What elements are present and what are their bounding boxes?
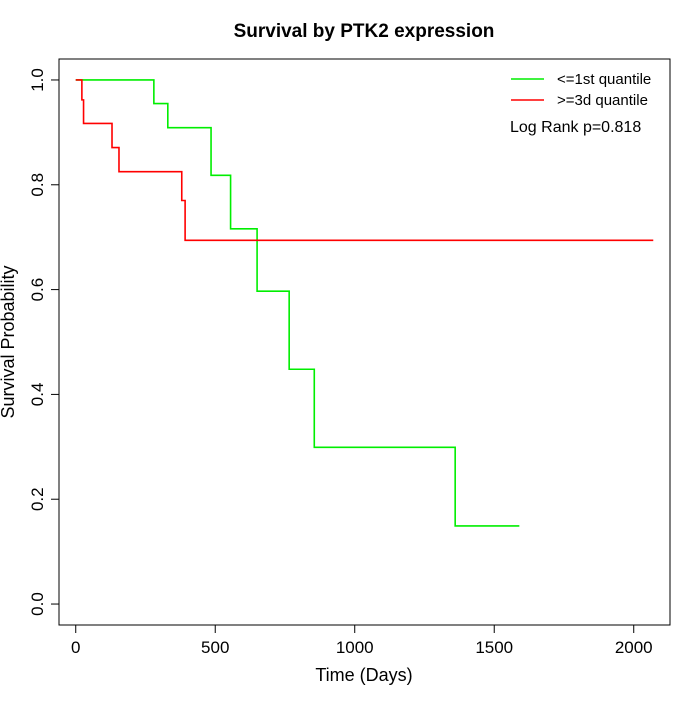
log-rank-annotation: Log Rank p=0.818 [510, 119, 641, 136]
x-axis: 0 500 1000 1500 2000 [71, 624, 653, 657]
x-tick-label: 1000 [336, 638, 374, 657]
y-tick-label: 0.4 [28, 383, 47, 407]
x-tick-label: 0 [71, 638, 80, 657]
series-line-1 [75, 79, 520, 527]
plot-frame [58, 58, 671, 626]
legend: <=1st quantile >=3d quantile [511, 71, 651, 109]
y-tick-label: 0.0 [28, 592, 47, 616]
x-tick-label: 500 [201, 638, 229, 657]
legend-label-2: >=3d quantile [557, 92, 648, 109]
x-tick-label: 1500 [475, 638, 513, 657]
series-line-2 [75, 79, 654, 242]
y-axis: 0.0 0.2 0.4 0.6 0.8 1.0 [28, 68, 60, 616]
y-tick-label: 1.0 [28, 68, 47, 92]
legend-label-1: <=1st quantile [557, 71, 651, 88]
x-tick-label: 2000 [615, 638, 653, 657]
y-tick-label: 0.8 [28, 173, 47, 197]
chart-title: Survival by PTK2 expression [234, 21, 495, 42]
series-layer [75, 79, 654, 527]
y-axis-label: Survival Probability [0, 265, 18, 418]
y-tick-label: 0.6 [28, 278, 47, 302]
x-axis-label: Time (Days) [315, 665, 412, 685]
y-tick-label: 0.2 [28, 487, 47, 511]
